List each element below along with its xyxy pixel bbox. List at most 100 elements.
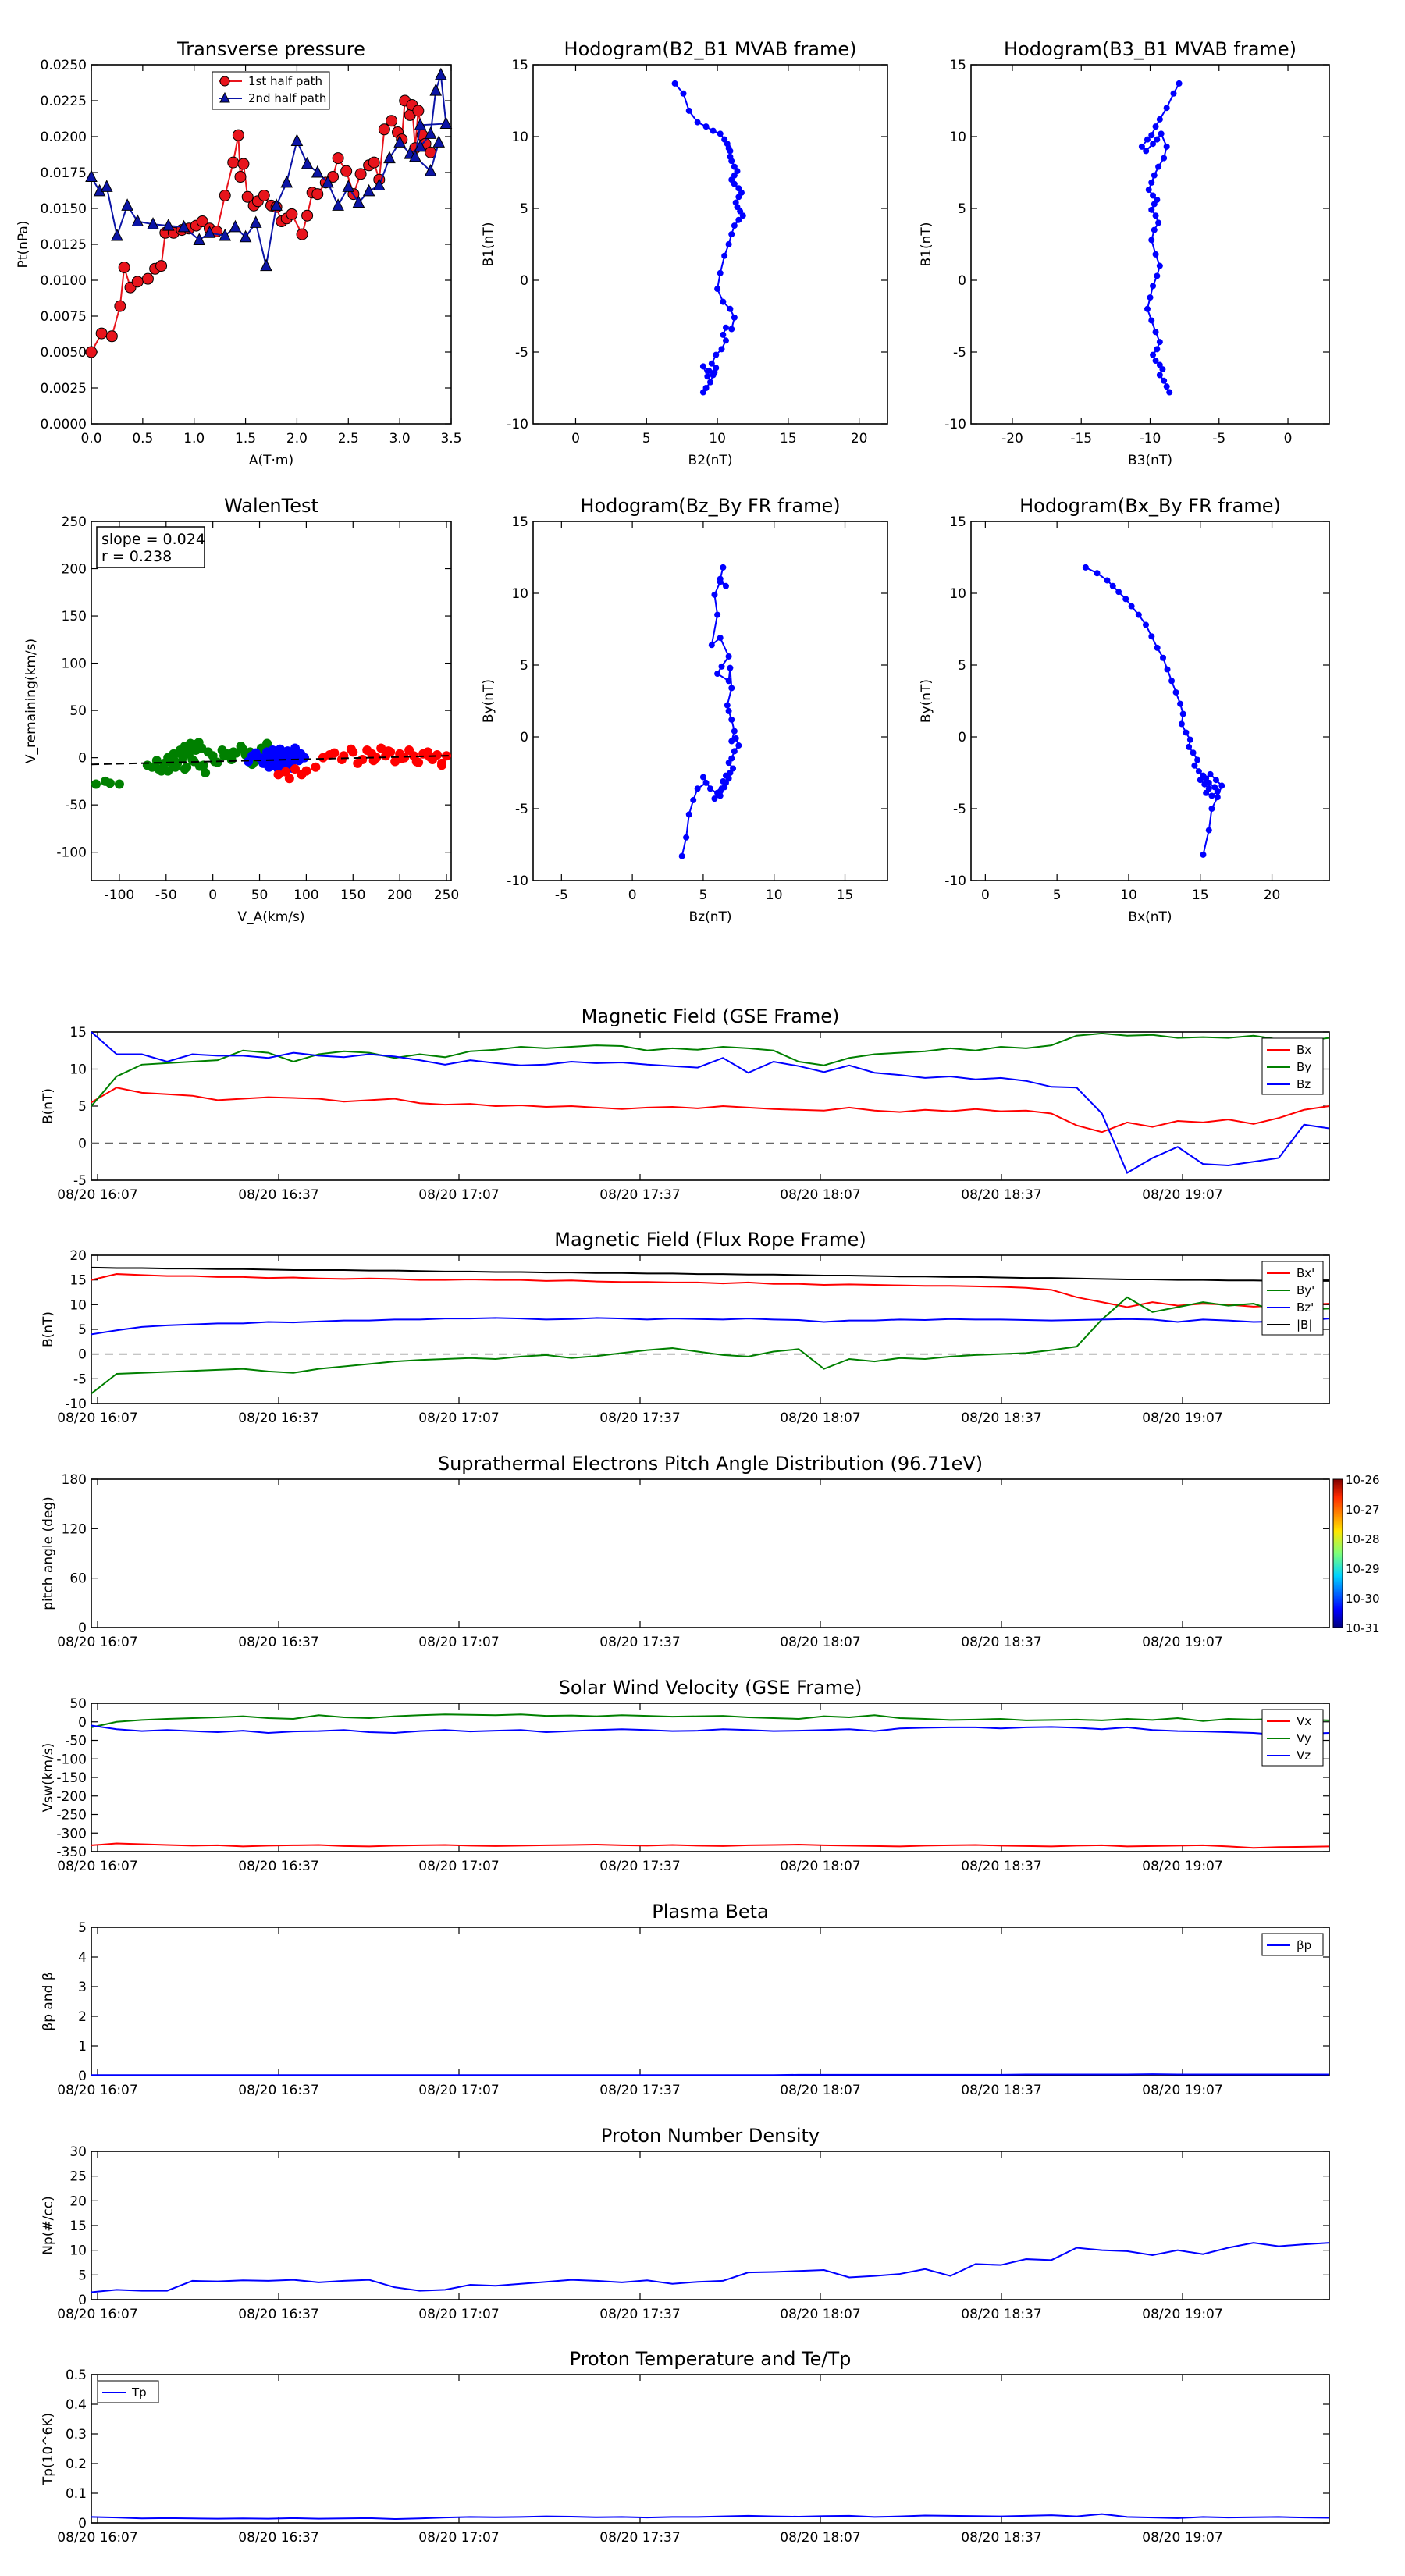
time-tick-label: 08/20 19:07: [1142, 2307, 1222, 2322]
data-point: [708, 360, 715, 367]
time-tick-label: 08/20 18:07: [780, 2530, 860, 2546]
data-point: [694, 785, 701, 792]
data-point: [710, 127, 717, 134]
scatter-point: [169, 749, 179, 759]
time-tick-label: 08/20 16:07: [57, 2307, 137, 2322]
data-point: [731, 180, 738, 187]
y-tick-label: 15: [69, 1273, 87, 1289]
data-point: [332, 152, 344, 165]
data-point: [311, 165, 324, 178]
series-line-Vz: [91, 1724, 1330, 1736]
series-line-Vx: [91, 1842, 1330, 1849]
data-point: [1138, 143, 1145, 150]
data-point: [1152, 358, 1159, 365]
y-tick-label: 10: [69, 1062, 87, 1078]
chart-mffr: Magnetic Field (Flux Rope Frame) -10 -5 0 5 1…: [41, 1229, 1330, 1426]
data-point: [1158, 130, 1165, 137]
series-line-By': [91, 1296, 1330, 1395]
chart-vsw: Solar Wind Velocity (GSE Frame) -350 -300 -…: [41, 1677, 1330, 1874]
legend-label: |B|: [1297, 1318, 1312, 1332]
data-point: [286, 208, 298, 220]
y-tick-label: 50: [69, 1696, 87, 1712]
x-tick-label: 0.5: [132, 431, 153, 447]
data-point: [1152, 123, 1159, 130]
y-axis-label: Np(#/cc): [41, 2196, 56, 2254]
time-tick-label: 08/20 18:07: [780, 1635, 860, 1650]
legend: 1st half path 2nd half path: [212, 71, 330, 110]
y-tick-label: -10: [507, 873, 528, 889]
y-tick-label: -5: [73, 1372, 87, 1387]
time-tick-label: 08/20 16:37: [238, 1187, 318, 1203]
data-point: [1218, 782, 1225, 789]
y-tick-label: 5: [958, 658, 966, 674]
y-tick-label: 20: [69, 2194, 87, 2209]
legend-label: Vy: [1297, 1731, 1311, 1745]
y-axis-label: Tp(10^6K): [41, 2413, 56, 2485]
data-point: [85, 169, 98, 183]
data-point: [725, 760, 732, 767]
data-point: [1082, 564, 1089, 571]
x-tick-label: 50: [251, 888, 269, 903]
data-point: [1191, 762, 1198, 769]
data-point: [1152, 329, 1159, 336]
data-point: [1109, 582, 1116, 589]
y-tick-label: 0: [78, 1621, 87, 1636]
data-point: [1115, 589, 1122, 596]
x-axis-label: V_A(km/s): [237, 909, 304, 925]
annotation-text: r = 0.238: [101, 548, 172, 565]
scatter-point: [226, 755, 237, 765]
time-tick-label: 08/20 18:37: [961, 2307, 1041, 2322]
data-point: [720, 331, 727, 338]
scatter-point: [288, 750, 298, 760]
scatter-point: [383, 746, 393, 756]
y-tick-label: 0.1: [66, 2486, 87, 2502]
y-tick-label: 2: [78, 2009, 87, 2025]
data-point: [237, 158, 250, 170]
data-point: [1156, 116, 1163, 123]
y-tick-label: 0: [78, 2293, 87, 2308]
data-point: [219, 189, 231, 201]
y-tick-label: 3: [78, 1980, 87, 1995]
y-tick-label: 0.0150: [41, 201, 87, 217]
data-point: [720, 564, 727, 571]
time-tick-label: 08/20 18:07: [780, 2307, 860, 2322]
y-tick-label: 10: [511, 130, 528, 145]
scatter-point: [376, 743, 386, 753]
data-point: [393, 135, 406, 148]
scatter-point: [219, 751, 229, 761]
scatter-point: [191, 745, 201, 755]
x-tick-label: 0: [628, 888, 637, 903]
data-point: [1128, 603, 1135, 610]
data-point: [332, 198, 344, 211]
time-tick-label: 08/20 16:07: [57, 2083, 137, 2098]
data-point: [728, 685, 735, 692]
data-point: [227, 156, 240, 169]
y-tick-label: -300: [56, 1826, 87, 1841]
data-point: [699, 389, 706, 396]
data-point: [219, 228, 232, 241]
data-point: [141, 272, 154, 285]
data-point: [708, 642, 715, 649]
time-tick-label: 08/20 17:07: [418, 1187, 499, 1203]
x-tick-label: 5: [699, 888, 708, 903]
y-tick-label: 0: [78, 2069, 87, 2084]
data-point: [1148, 237, 1155, 244]
data-point: [699, 774, 706, 781]
scatter-point: [187, 755, 197, 765]
time-tick-label: 08/20 19:07: [1142, 1411, 1222, 1426]
y-axis-label: B(nT): [41, 1088, 56, 1124]
x-tick-label: 15: [837, 888, 854, 903]
data-point: [735, 194, 742, 201]
data-point: [710, 372, 717, 379]
series-line-Bz: [91, 1031, 1330, 1174]
data-point: [241, 190, 254, 203]
data-point: [683, 834, 690, 841]
scatter-point: [397, 753, 407, 763]
y-tick-label: -10: [65, 1397, 87, 1412]
chart-h1: Hodogram(B2_B1 MVAB frame) -10 -5 0 5 10 15 B1(…: [481, 38, 888, 468]
y-tick-label: 25: [69, 2169, 87, 2185]
x-tick-label: 20: [1264, 888, 1281, 903]
data-point: [1145, 187, 1152, 194]
data-point: [322, 175, 334, 188]
